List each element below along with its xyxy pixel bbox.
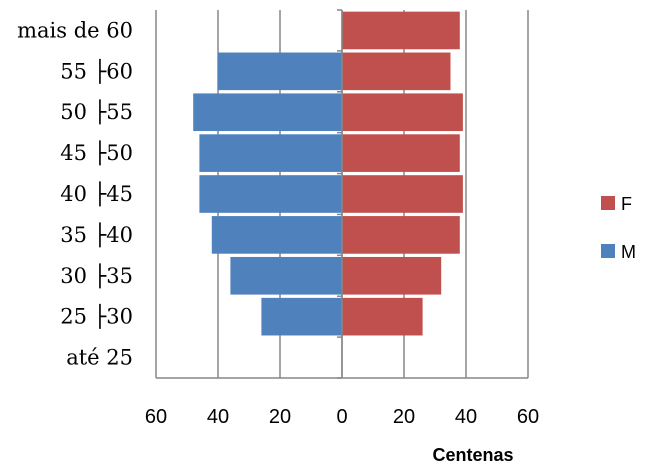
bar-f-3 <box>342 216 460 254</box>
category-label-7: 55 ├60 <box>60 58 133 84</box>
category-label-4: 40 ├45 <box>60 181 133 207</box>
category-labels: até 25 25 ├30 30 ├35 35 ├40 40 ├45 45 ├50 50 ├… <box>17 18 133 369</box>
bar-f-5 <box>342 134 460 172</box>
bar-m-4 <box>199 175 342 213</box>
category-label-3: 35 ├40 <box>60 222 133 248</box>
bar-m-3 <box>211 216 342 254</box>
bar-m-7 <box>218 52 342 91</box>
category-label-5: 45 ├50 <box>60 140 133 166</box>
bar-f-1 <box>342 297 423 336</box>
category-label-1: 25 ├30 <box>60 304 133 330</box>
category-label-2: 30 ├35 <box>60 263 133 289</box>
legend: FM <box>601 194 636 262</box>
bar-f-6 <box>342 93 463 132</box>
bars <box>193 11 463 336</box>
category-label-8: mais de 60 <box>17 18 133 42</box>
x-tick-label-6: 60 <box>517 406 539 428</box>
x-tick-label-2: 20 <box>269 406 291 428</box>
legend-label-f: F <box>621 194 632 214</box>
x-tick-labels: 60 40 20 0 20 40 60 <box>145 406 539 428</box>
bar-m-2 <box>230 256 342 295</box>
legend-swatch-m <box>601 244 615 258</box>
bar-m-6 <box>193 93 342 132</box>
x-tick-label-3: 0 <box>336 406 347 428</box>
bar-f-7 <box>342 52 451 91</box>
x-tick-label-1: 40 <box>207 406 229 428</box>
category-label-6: 50 ├55 <box>60 99 133 125</box>
bar-f-8 <box>342 11 460 50</box>
x-tick-label-0: 60 <box>145 406 167 428</box>
bar-f-2 <box>342 256 442 295</box>
legend-swatch-f <box>601 196 615 210</box>
x-axis-title: Centenas <box>432 445 513 465</box>
axes <box>156 9 528 379</box>
x-tick-label-5: 40 <box>455 406 477 428</box>
bar-m-1 <box>261 297 342 336</box>
legend-label-m: M <box>621 242 636 262</box>
bar-m-5 <box>199 134 342 172</box>
x-tick-label-4: 20 <box>393 406 415 428</box>
category-label-0: até 25 <box>66 346 133 370</box>
bar-f-4 <box>342 175 463 213</box>
